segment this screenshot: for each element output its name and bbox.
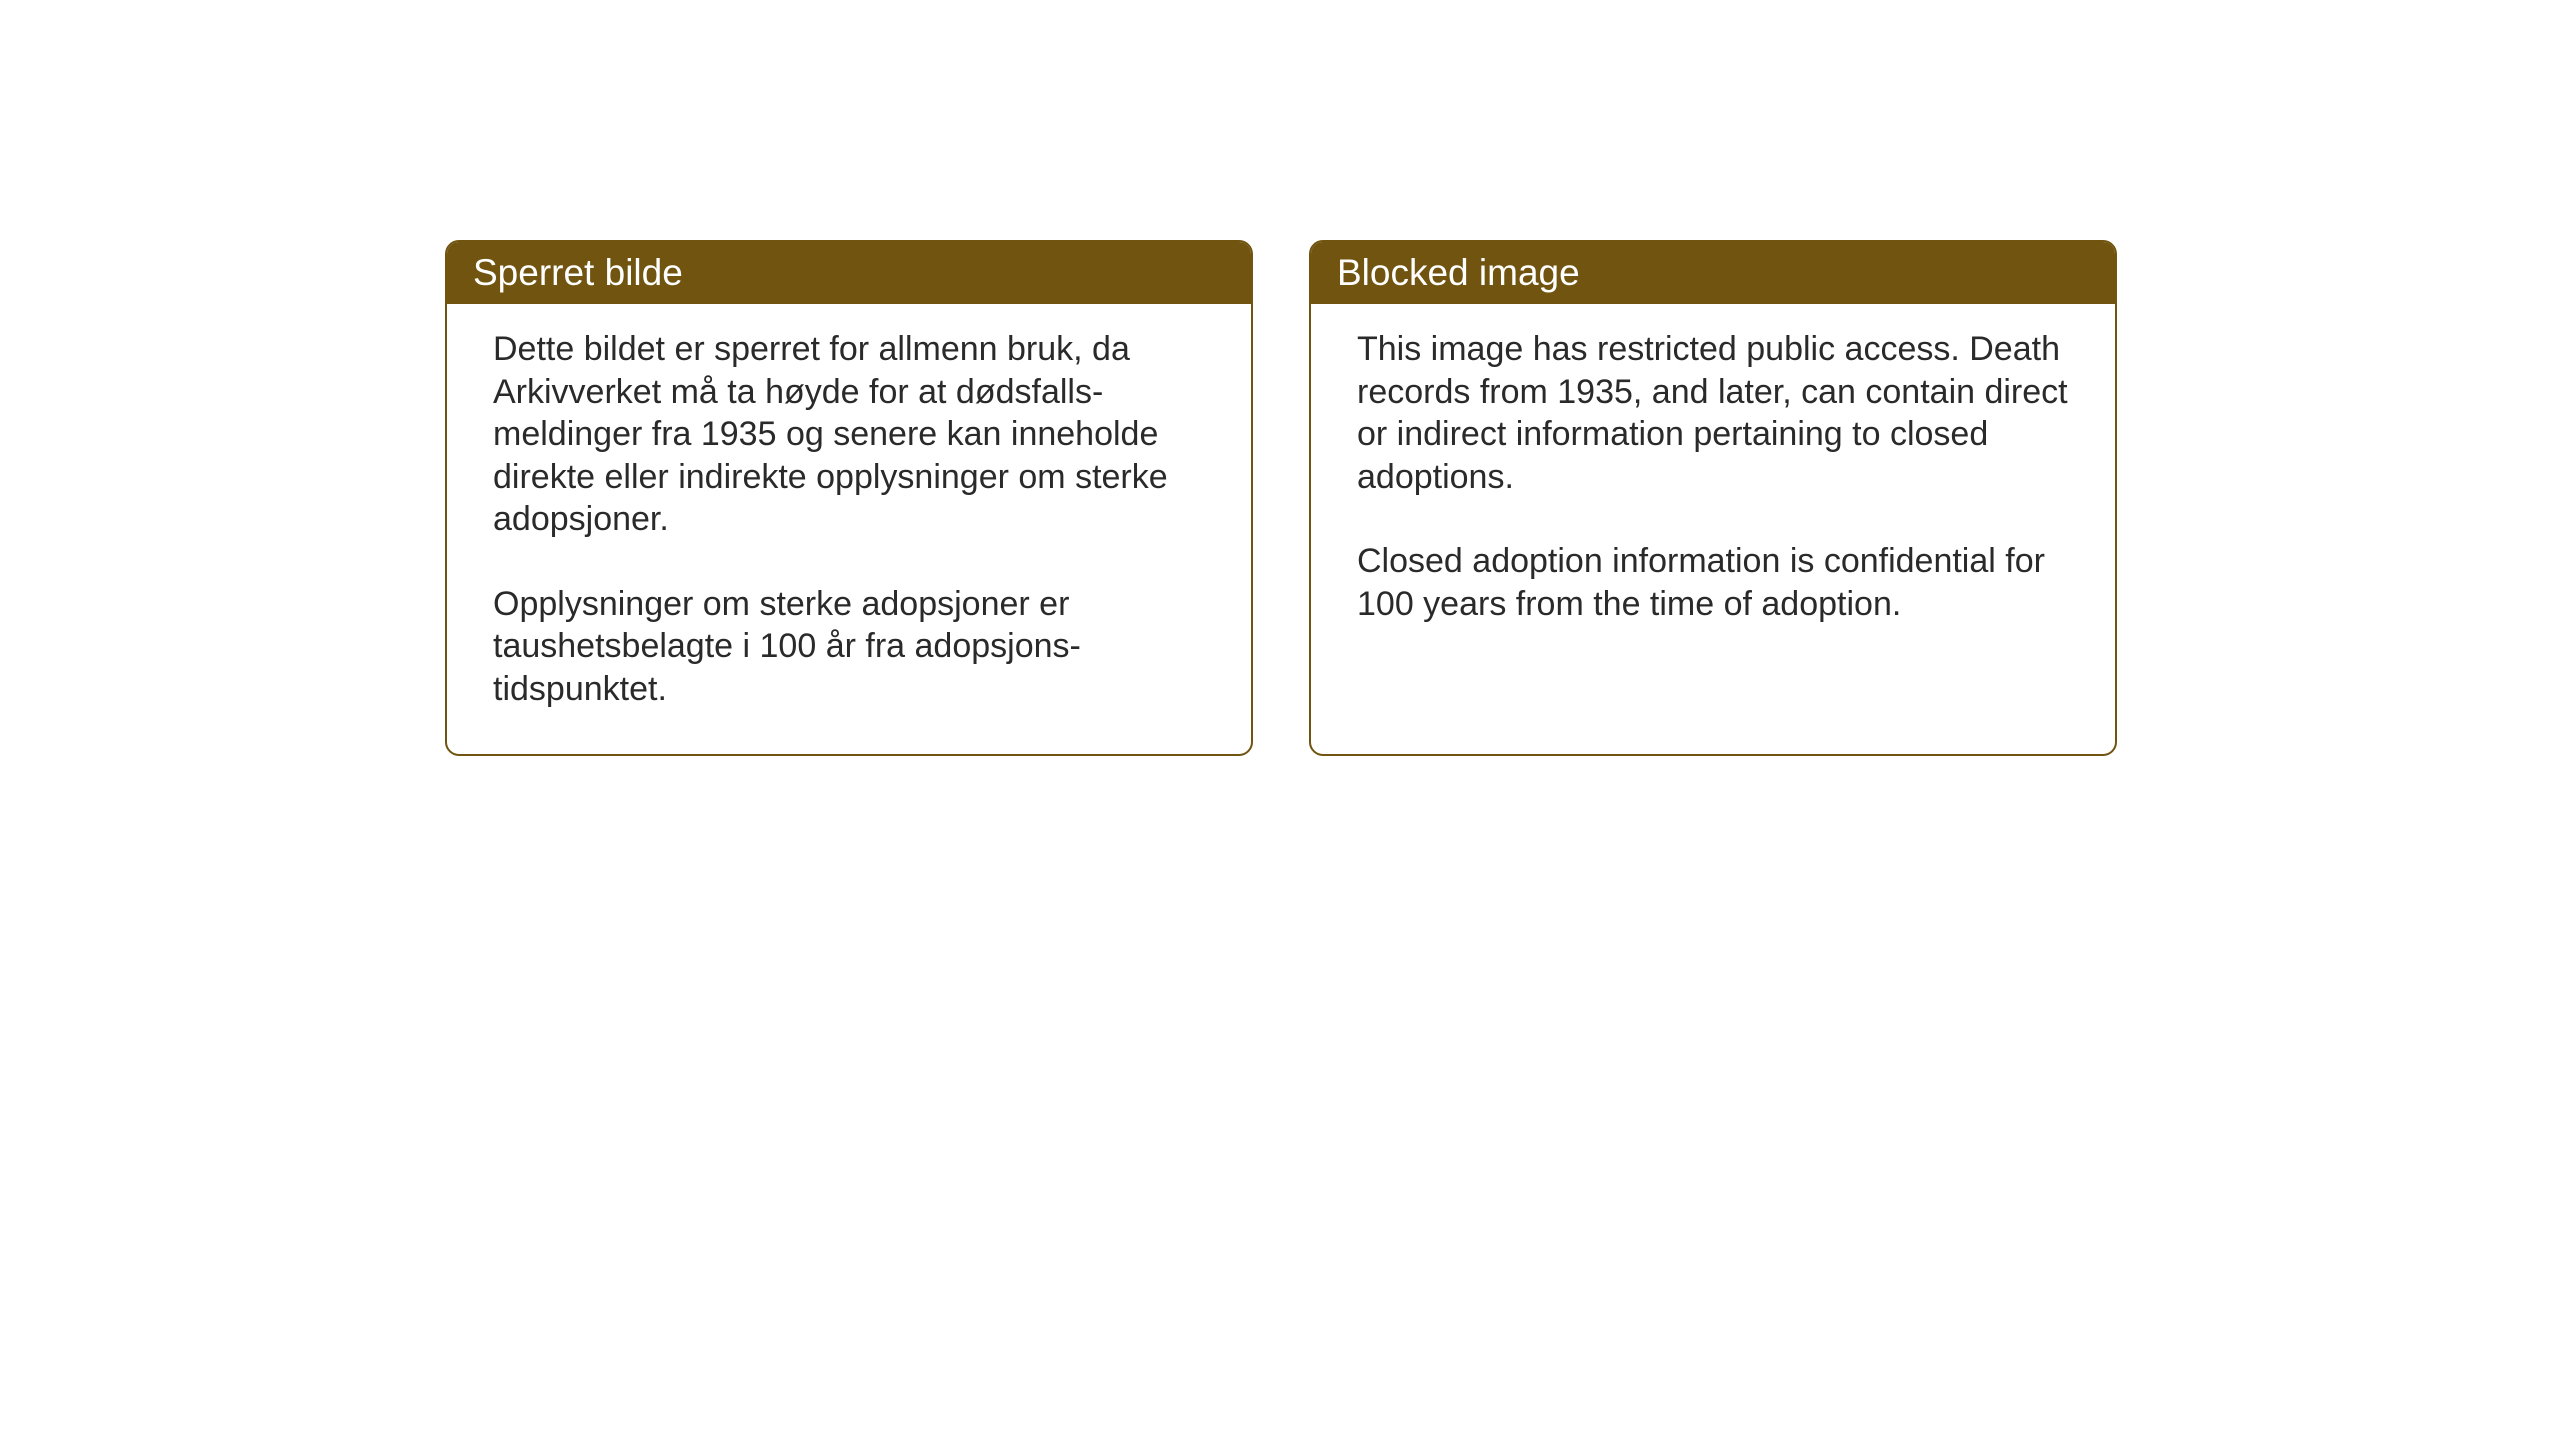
notice-title-english: Blocked image — [1337, 252, 1580, 293]
notice-paragraph-2-norwegian: Opplysninger om sterke adopsjoner er tau… — [493, 583, 1205, 711]
notice-body-english: This image has restricted public access.… — [1311, 304, 2115, 754]
notice-card-norwegian: Sperret bilde Dette bildet er sperret fo… — [445, 240, 1253, 756]
notice-paragraph-1-english: This image has restricted public access.… — [1357, 328, 2069, 498]
notice-body-norwegian: Dette bildet er sperret for allmenn bruk… — [447, 304, 1251, 754]
notice-card-english: Blocked image This image has restricted … — [1309, 240, 2117, 756]
notice-paragraph-2-english: Closed adoption information is confident… — [1357, 540, 2069, 625]
notice-header-norwegian: Sperret bilde — [447, 242, 1251, 304]
notice-paragraph-1-norwegian: Dette bildet er sperret for allmenn bruk… — [493, 328, 1205, 541]
notice-header-english: Blocked image — [1311, 242, 2115, 304]
notice-title-norwegian: Sperret bilde — [473, 252, 683, 293]
notice-container: Sperret bilde Dette bildet er sperret fo… — [445, 240, 2117, 756]
